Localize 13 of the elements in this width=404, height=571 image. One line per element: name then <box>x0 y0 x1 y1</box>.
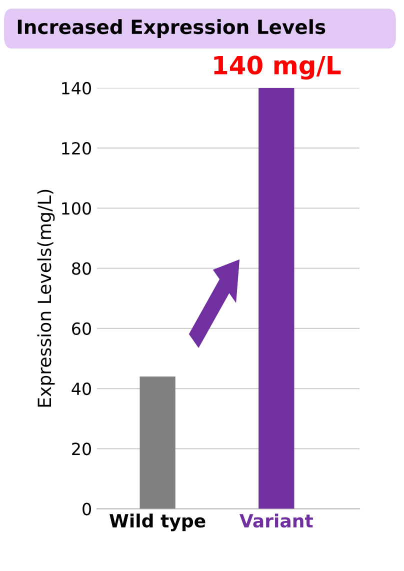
y-tick-label: 40 <box>72 382 91 396</box>
y-tick-label: 140 <box>62 82 91 95</box>
x-tick-label: Wild type <box>110 514 206 532</box>
y-axis-title: Expression Levels(mg/L) <box>37 190 55 407</box>
y-tick-label: 60 <box>72 322 91 335</box>
x-tick-label: Variant <box>240 514 313 528</box>
y-tick-label: 120 <box>62 142 91 155</box>
chart-title: Increased Expression Levels <box>18 19 326 38</box>
annotation: 140 mg/L <box>214 56 341 80</box>
y-tick-label: 100 <box>62 202 91 215</box>
y-tick-label: 0 <box>82 502 91 516</box>
y-tick-label: 20 <box>72 442 91 456</box>
y-tick-label: 80 <box>72 262 91 275</box>
